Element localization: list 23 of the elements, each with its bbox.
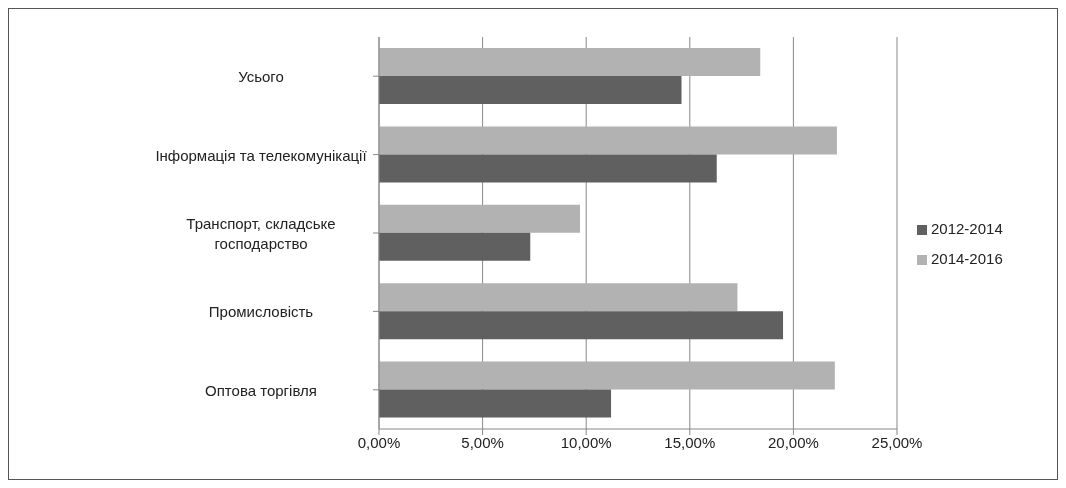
bar [379,75,682,104]
x-tick-label: 20,00% [767,433,819,451]
bar [379,154,717,183]
legend-label: 2012-2014 [931,220,1003,237]
legend-label: 2014-2016 [931,250,1003,267]
x-tick-label: 5,00% [461,433,504,451]
x-tick-label: 10,00% [560,433,612,451]
bar [379,361,835,390]
x-tick-label: 15,00% [664,433,716,451]
x-tick-label: 25,00% [871,433,923,451]
bar [379,126,837,155]
bar [379,311,784,340]
y-tick-label: Інформація та телекомунікації [155,146,368,164]
y-tick-label: Оптова торгівля [205,381,317,399]
x-tick-label: 0,00% [357,433,401,451]
bar [379,283,738,312]
y-tick-label: Транспорт, складське господарство [186,214,336,252]
bar [379,389,612,418]
bar [379,204,580,233]
y-tick-label: Усього [238,67,284,85]
bar [379,232,531,261]
bar [379,47,761,76]
y-tick-label: Промисловість [208,302,314,320]
